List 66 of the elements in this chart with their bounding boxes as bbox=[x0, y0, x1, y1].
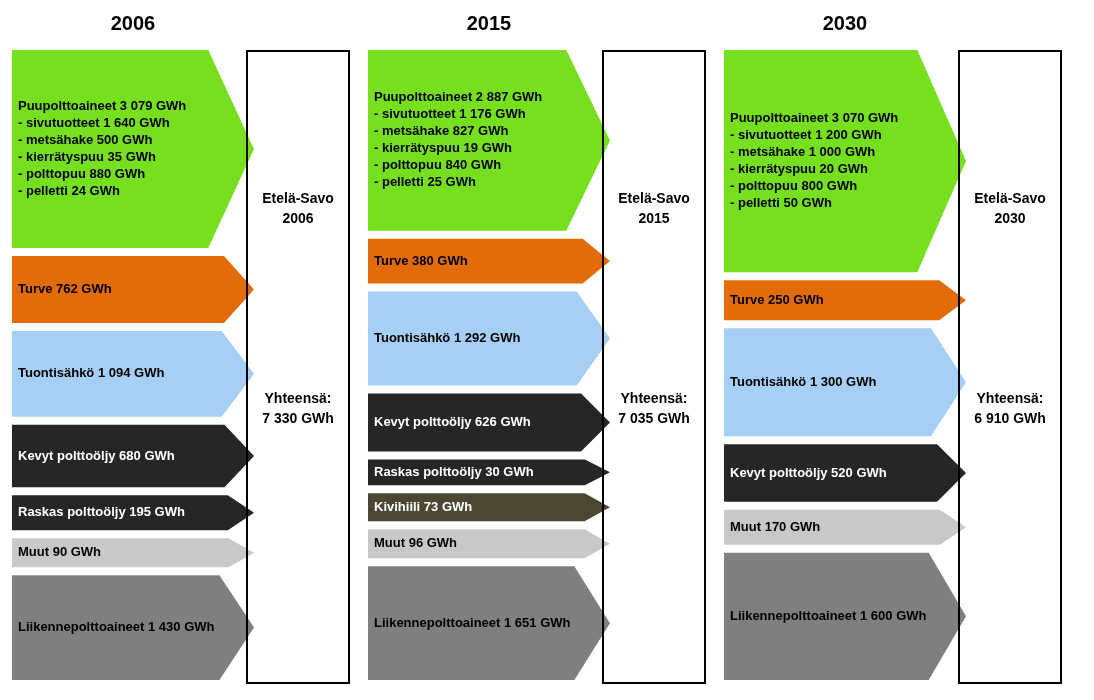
series-label: Muut bbox=[374, 535, 409, 551]
data-label: 680 GWh bbox=[119, 447, 175, 463]
data-label: 73 GWh bbox=[423, 498, 473, 514]
data-label: 30 GWh bbox=[485, 463, 534, 479]
text: - metsähake 1 000 GWh bbox=[730, 144, 876, 160]
series-label: Muut bbox=[18, 544, 53, 560]
series-label: Raskas polttoöljy bbox=[18, 504, 130, 520]
data-label: 1 292 GWh bbox=[453, 330, 521, 346]
series-label: Turve bbox=[730, 291, 769, 307]
data-label: 520 GWh bbox=[831, 464, 887, 480]
data-label: 1 651 GWh bbox=[504, 614, 571, 630]
data-label: 96 GWh bbox=[408, 535, 458, 551]
text: - pelletti 50 GWh bbox=[730, 195, 832, 211]
data-label: 380 GWh bbox=[412, 252, 468, 268]
text: - polttopuu 880 GWh bbox=[18, 166, 146, 182]
series-label: Liikennepolttoaineet bbox=[18, 619, 149, 635]
series-label: Tuontisähkö bbox=[374, 330, 454, 346]
text: - sivutuotteet 1 200 GWh bbox=[730, 127, 882, 143]
series-label: Puupolttoaineet bbox=[374, 89, 476, 105]
series-label: Turve bbox=[18, 281, 57, 296]
text: - metsähake 827 GWh bbox=[374, 123, 509, 139]
text: Etelä-Savo 2006 bbox=[261, 189, 335, 228]
series-label: Puupolttoaineet bbox=[18, 98, 120, 114]
text: - polttopuu 840 GWh bbox=[374, 157, 502, 173]
series-label: Liikennepolttoaineet bbox=[730, 607, 861, 623]
series-label: Liikennepolttoaineet bbox=[374, 614, 505, 630]
text: 2015 bbox=[466, 11, 512, 34]
data-label: 1 600 GWh bbox=[860, 607, 927, 623]
text: - kierrätyspuu 20 GWh bbox=[730, 161, 869, 177]
text: Yhteensä: 7 330 GWh bbox=[261, 389, 335, 428]
text: Yhteensä: 6 910 GWh bbox=[973, 389, 1047, 428]
text: - metsähake 500 GWh bbox=[18, 132, 153, 148]
series-label: Kevyt polttoöljy bbox=[730, 464, 832, 480]
data-label: 626 GWh bbox=[475, 414, 531, 430]
text: - sivutuotteet 1 640 GWh bbox=[18, 115, 170, 131]
series-label: Kevyt polttoöljy bbox=[18, 447, 120, 463]
data-label: 3 070 GWh bbox=[831, 110, 899, 126]
data-label: 1 300 GWh bbox=[809, 373, 877, 389]
text: - sivutuotteet 1 176 GWh bbox=[374, 106, 526, 122]
series-label: Kevyt polttoöljy bbox=[374, 414, 476, 430]
data-label: 170 GWh bbox=[764, 518, 821, 534]
series-label: Turve bbox=[374, 252, 413, 268]
series-label: Muut bbox=[730, 518, 765, 534]
data-label: 195 GWh bbox=[129, 504, 185, 520]
series-label: Tuontisähkö bbox=[18, 365, 98, 381]
text: 2006 bbox=[110, 11, 156, 34]
text: Etelä-Savo 2030 bbox=[973, 189, 1047, 228]
series-label: Kivihiili bbox=[374, 498, 424, 514]
text: - polttopuu 800 GWh bbox=[730, 178, 858, 194]
text: - pelletti 25 GWh bbox=[374, 174, 476, 190]
series-label: Raskas polttoöljy bbox=[374, 463, 486, 479]
data-label: 250 GWh bbox=[768, 291, 824, 307]
text: - kierrätyspuu 35 GWh bbox=[18, 149, 157, 165]
data-label: 1 094 GWh bbox=[97, 365, 165, 381]
series-label: Tuontisähkö bbox=[730, 373, 810, 389]
data-label: 1 430 GWh bbox=[148, 619, 215, 635]
text: Yhteensä: 7 035 GWh bbox=[617, 389, 691, 428]
series-label: Puupolttoaineet bbox=[730, 110, 832, 126]
data-label: 3 079 GWh bbox=[119, 98, 187, 114]
text: - kierrätyspuu 19 GWh bbox=[374, 140, 513, 156]
text: 2030 bbox=[822, 11, 868, 34]
text: - pelletti 24 GWh bbox=[18, 183, 120, 199]
data-label: 90 GWh bbox=[52, 544, 102, 560]
data-label: 2 887 GWh bbox=[475, 89, 543, 105]
text: Etelä-Savo 2015 bbox=[617, 189, 691, 228]
data-label: 762 GWh bbox=[56, 281, 112, 296]
